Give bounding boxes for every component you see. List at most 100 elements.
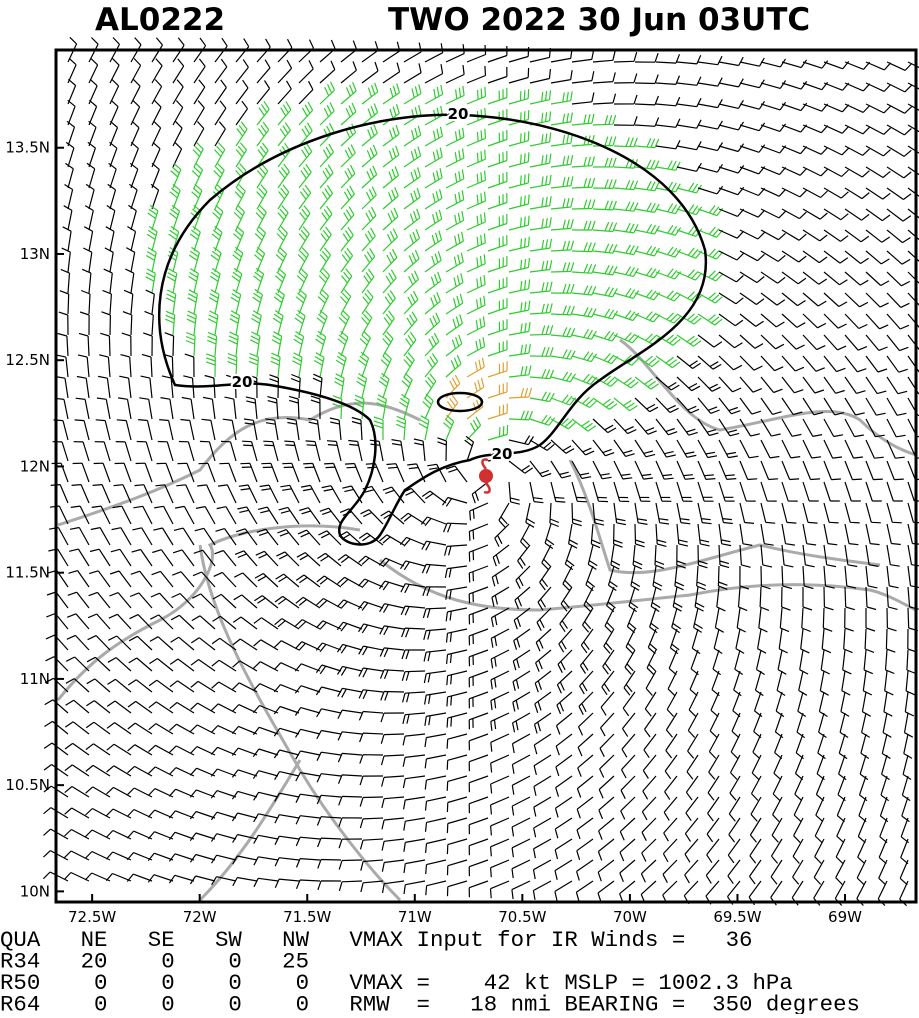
wind-barb xyxy=(256,59,271,84)
wind-barb xyxy=(487,213,508,231)
wind-barb xyxy=(792,859,804,885)
wind-barb xyxy=(865,145,891,157)
wind-barb xyxy=(613,523,623,548)
wind-barb xyxy=(216,506,237,525)
wind-barb xyxy=(154,505,174,525)
wind-barb xyxy=(907,334,919,351)
wind-barb xyxy=(243,418,258,441)
wind-barb xyxy=(108,162,117,189)
wind-barb xyxy=(634,245,661,257)
wind-barb xyxy=(235,142,248,168)
wind-barb xyxy=(508,300,531,315)
wind-barb xyxy=(381,817,405,830)
wind-barb xyxy=(169,701,195,714)
wind-barb xyxy=(181,396,195,420)
wind-barb xyxy=(445,169,465,189)
wind-barb xyxy=(823,82,850,91)
wind-barb xyxy=(655,140,681,150)
wind-barb xyxy=(781,523,795,546)
wind-barb xyxy=(865,376,887,395)
wind-barb xyxy=(844,82,871,92)
wind-barb xyxy=(655,397,679,413)
wind-barb xyxy=(400,583,426,594)
wind-barb xyxy=(168,853,195,862)
wind-barb xyxy=(886,418,906,438)
wind-barb xyxy=(253,813,279,823)
wind-barb xyxy=(844,355,867,373)
wind-barb xyxy=(844,103,871,113)
wind-barb xyxy=(172,571,195,588)
wind-barb xyxy=(127,787,153,798)
wind-barb xyxy=(424,754,447,769)
wind-barb xyxy=(402,775,426,789)
wind-barb xyxy=(571,328,597,340)
wind-barb xyxy=(606,586,616,613)
wind-barb xyxy=(77,354,90,378)
wind-barb xyxy=(600,691,615,716)
wind-barb xyxy=(817,733,826,760)
wind-barb xyxy=(835,838,846,865)
wind-barb xyxy=(706,838,720,864)
wind-barb xyxy=(252,288,264,315)
wind-barb xyxy=(188,246,200,273)
wind-barb xyxy=(359,838,384,850)
wind-barb xyxy=(634,95,659,106)
wind-barb xyxy=(316,729,342,740)
wind-barb xyxy=(87,613,111,630)
wind-barb xyxy=(172,58,185,84)
wind-barb xyxy=(603,628,615,654)
wind-barb xyxy=(446,796,468,813)
wind-barb xyxy=(445,210,465,231)
wind-barb xyxy=(697,376,721,392)
wind-barb xyxy=(508,435,535,446)
wind-barb xyxy=(401,372,413,399)
wind-barb xyxy=(899,859,909,886)
wind-barb xyxy=(590,523,601,549)
wind-barb xyxy=(625,628,636,655)
wind-barb xyxy=(108,635,132,651)
wind-barb xyxy=(576,817,594,840)
wind-barb xyxy=(571,49,595,63)
wind-barb xyxy=(823,355,846,373)
wind-barb xyxy=(490,607,510,628)
wind-barb xyxy=(487,340,508,357)
wind-barb xyxy=(717,565,728,590)
wind-barb xyxy=(424,230,443,252)
wind-barb xyxy=(781,565,793,590)
wind-barb xyxy=(750,796,762,822)
wind-barb xyxy=(598,775,615,799)
wind-barb xyxy=(865,292,889,308)
wind-barb xyxy=(644,712,657,738)
wind-barb xyxy=(697,418,719,437)
wind-barb xyxy=(319,205,333,231)
wind-barb xyxy=(89,570,111,588)
wind-barb xyxy=(230,289,242,315)
wind-barb xyxy=(66,613,90,630)
wind-barb xyxy=(424,332,440,357)
wind-barb xyxy=(571,156,595,168)
wind-barb xyxy=(105,851,132,861)
wind-barb xyxy=(865,418,885,438)
wind-barb xyxy=(802,523,817,546)
wind-barb xyxy=(697,334,723,348)
wind-barb xyxy=(844,397,865,416)
wind-barb xyxy=(424,168,443,189)
wind-barb xyxy=(382,124,400,147)
wind-barb xyxy=(529,260,553,273)
wind-barb xyxy=(445,106,465,126)
wind-barb xyxy=(801,607,811,633)
wind-barb xyxy=(64,721,90,735)
wind-barb xyxy=(620,775,636,799)
wind-barb xyxy=(751,754,762,781)
wind-barb xyxy=(718,143,745,153)
wind-barb xyxy=(558,628,573,653)
wind-barb xyxy=(382,186,399,210)
wind-barb xyxy=(814,838,825,864)
wind-barb xyxy=(217,484,237,504)
wind-barb xyxy=(718,208,745,217)
wind-barb xyxy=(709,712,720,739)
wind-barb xyxy=(247,374,258,399)
wind-barb xyxy=(490,775,510,794)
wind-barb xyxy=(172,549,195,567)
wind-barb xyxy=(865,124,892,135)
